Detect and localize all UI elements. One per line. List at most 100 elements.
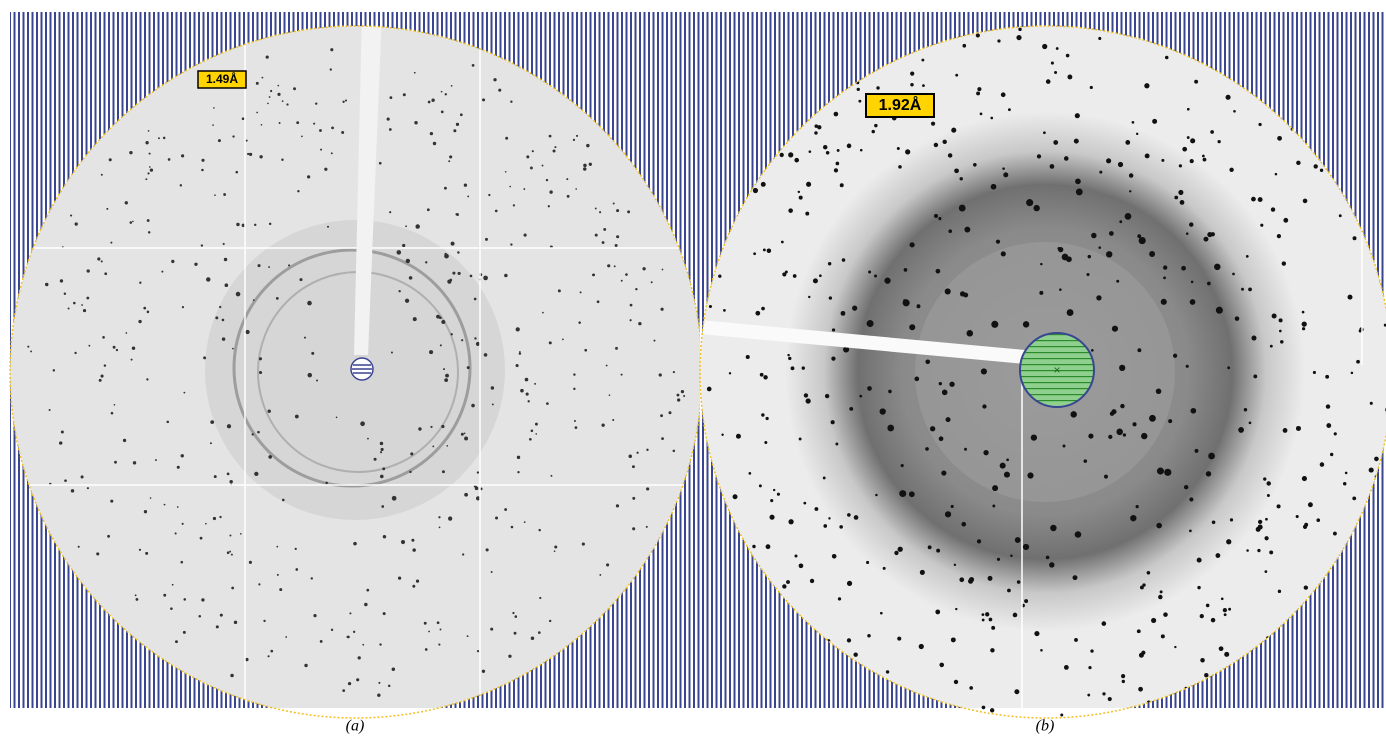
spot [955,608,957,610]
spot [201,159,204,162]
spot [748,472,751,475]
spot [1203,158,1207,162]
spot [199,615,202,618]
spot [595,208,597,210]
spot [1224,652,1229,657]
spot [360,421,365,426]
spot [276,297,279,300]
spot [433,142,436,145]
spot [451,242,455,246]
spot [453,129,456,132]
spot [268,655,270,657]
spot [1161,299,1167,305]
spot [1106,251,1112,257]
spot [1190,299,1196,305]
spot [1316,518,1320,522]
spot [632,465,635,468]
spot [985,612,989,616]
spot [432,445,434,447]
spot [1197,558,1202,563]
spot [1086,273,1089,276]
spot [504,274,508,278]
spot [1121,674,1125,678]
spot [181,454,184,457]
spot [524,521,526,523]
spot [147,311,150,314]
spot [1050,164,1055,169]
spot [939,382,942,385]
spot [223,193,226,196]
spot [472,64,475,67]
spot [1179,164,1182,167]
spot [304,664,307,667]
spot [847,581,852,586]
spot [461,339,463,341]
spot [959,577,964,582]
spot [898,547,903,552]
spot [27,346,29,348]
spot [428,631,430,633]
spot [1064,156,1069,161]
spot [516,364,519,367]
spot [513,204,515,206]
spot [1266,481,1270,485]
spot [267,103,269,105]
spot [621,374,623,376]
spot [366,589,369,592]
spot [163,594,166,597]
spot [903,299,910,306]
spot [729,372,731,374]
spot [1160,590,1163,593]
spot [1144,83,1149,88]
spot [227,473,230,476]
spot [1001,92,1006,97]
spot [413,317,417,321]
spot [145,178,147,180]
spot [181,154,184,157]
spot [342,101,344,103]
spot [668,411,671,414]
spot [836,162,840,166]
spot [1161,159,1164,162]
spot [546,402,549,405]
spot [382,467,385,470]
spot [286,103,288,105]
spot [868,270,871,273]
spot [149,166,151,168]
spot [348,682,351,685]
spot [443,368,445,370]
spot [802,366,805,369]
spot [876,86,879,89]
spot [937,724,940,727]
spot [508,655,511,658]
spot [126,332,128,334]
spot [441,111,444,114]
spot [1303,525,1307,529]
spot [625,273,628,276]
spot [558,289,561,292]
spot [270,650,273,653]
spot [1296,161,1300,165]
spot [1046,79,1051,84]
spot [1118,162,1123,167]
spot [412,548,415,551]
spot [444,253,447,256]
spot [83,309,86,312]
spot [847,513,851,517]
spot [951,505,954,508]
spot [392,668,395,671]
spot [261,124,263,126]
spot [262,77,264,79]
spot [183,598,186,601]
spot [405,225,407,227]
spot [1264,536,1268,540]
spot [307,301,312,306]
spot [229,534,231,536]
spot [331,127,334,130]
spot [542,312,544,314]
spot [330,48,333,51]
spot [767,249,771,253]
spot [224,258,227,261]
spot [438,644,440,646]
spot [403,93,406,96]
